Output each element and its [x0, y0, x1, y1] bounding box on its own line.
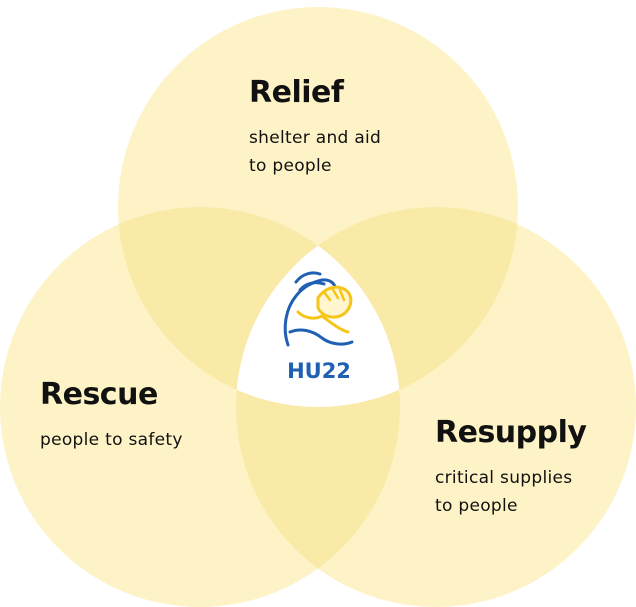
relief-label: Relief shelter and aid to people [249, 78, 381, 180]
rescue-label: Rescue people to safety [40, 380, 183, 454]
resupply-label: Resupply critical supplies to people [435, 415, 587, 520]
resupply-desc-line: critical supplies [435, 468, 573, 488]
relief-description: shelter and aid to people [249, 124, 381, 180]
rescue-desc-line: people to safety [40, 430, 183, 450]
rescue-description: people to safety [40, 426, 183, 454]
relief-title: Relief [249, 75, 344, 110]
resupply-desc-line: to people [435, 496, 518, 516]
resupply-title: Resupply [435, 415, 587, 450]
resupply-description: critical supplies to people [435, 464, 586, 520]
relief-desc-line: to people [249, 156, 332, 176]
clasped-hands-icon [283, 271, 354, 347]
logo-text: HU22 [287, 359, 351, 383]
rescue-title: Rescue [40, 377, 158, 412]
relief-desc-line: shelter and aid [249, 128, 382, 148]
